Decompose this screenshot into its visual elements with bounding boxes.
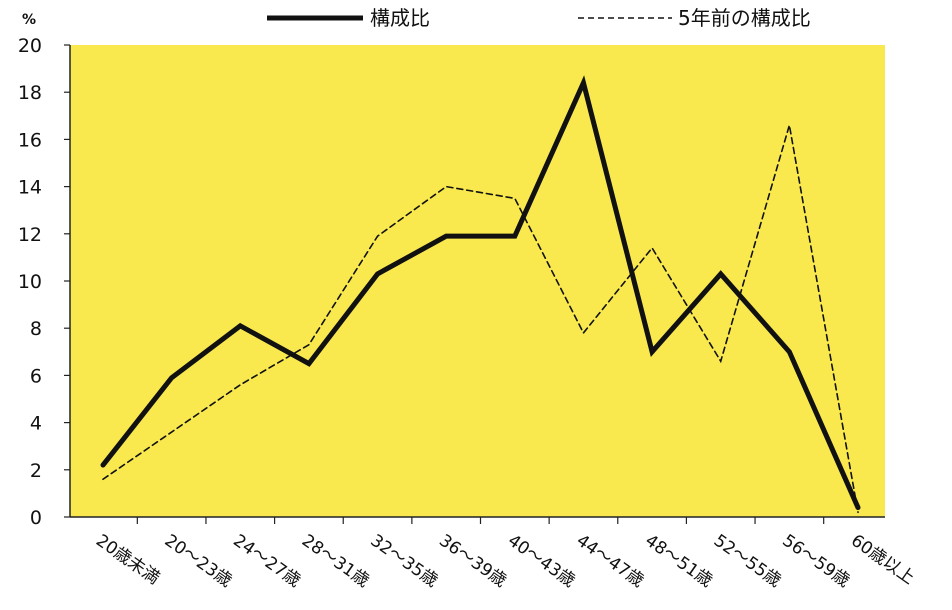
x-tick-label: 44～47歳 bbox=[573, 531, 648, 592]
y-tick-label: 6 bbox=[30, 365, 42, 387]
x-tick-label: 28～31歳 bbox=[298, 531, 373, 592]
x-tick-label: 24～27歳 bbox=[229, 531, 304, 592]
y-tick-label: 10 bbox=[18, 271, 42, 293]
y-tick-label: 8 bbox=[30, 318, 42, 340]
x-tick-label: 60歳以上 bbox=[847, 531, 918, 589]
x-tick-label: 20歳未満 bbox=[92, 531, 163, 589]
y-tick-label: 0 bbox=[30, 507, 42, 529]
plot-area bbox=[70, 45, 885, 517]
x-tick-label: 32～35歳 bbox=[367, 531, 442, 592]
y-tick-label: 16 bbox=[18, 129, 42, 151]
y-tick-label: 4 bbox=[30, 413, 42, 435]
series-lines bbox=[100, 75, 861, 514]
y-tick-label: 14 bbox=[18, 177, 42, 199]
x-tick-label: 56～59歳 bbox=[778, 531, 853, 592]
x-tick-label: 20～23歳 bbox=[161, 531, 236, 592]
legend: 構成比 5年前の構成比 bbox=[267, 6, 811, 30]
y-tick-label: 12 bbox=[18, 224, 42, 246]
x-tick-label: 48～51歳 bbox=[641, 531, 716, 592]
series-line-0 bbox=[100, 75, 861, 511]
legend-label-1: 5年前の構成比 bbox=[678, 6, 811, 30]
y-tick-label: 20 bbox=[18, 35, 42, 57]
legend-label-0: 構成比 bbox=[370, 6, 430, 30]
x-tick-label: 36～39歳 bbox=[435, 531, 510, 592]
y-tick-label: 2 bbox=[30, 460, 42, 482]
x-tick-label: 52～55歳 bbox=[710, 531, 785, 592]
y-tick-label: 18 bbox=[18, 82, 42, 104]
y-axis-ticks: 0 2 4 6 8 10 12 14 16 18 20 bbox=[18, 35, 70, 529]
x-tick-label: 40～43歳 bbox=[504, 531, 579, 592]
x-axis-ticks: 20歳未満20～23歳24～27歳28～31歳32～35歳36～39歳40～43… bbox=[92, 517, 918, 591]
series-line-1 bbox=[102, 125, 859, 514]
y-axis-unit-label: % bbox=[22, 12, 36, 28]
